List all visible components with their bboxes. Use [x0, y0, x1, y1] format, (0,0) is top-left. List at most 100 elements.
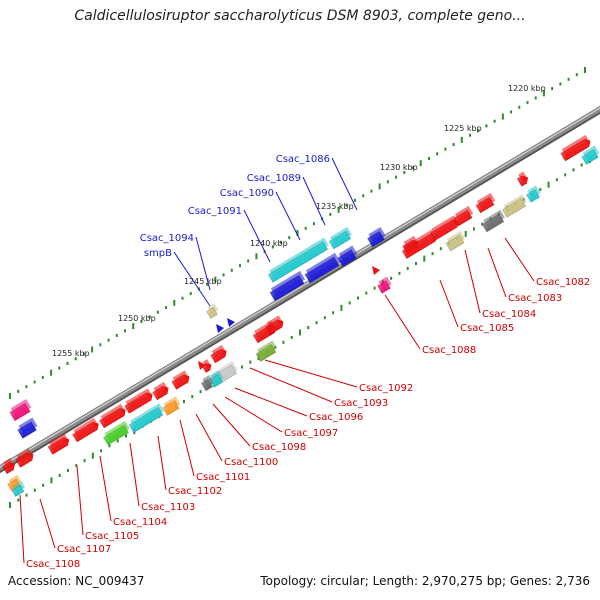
gene-label-csac-1092[interactable]: Csac_1092: [359, 383, 413, 394]
ruler-tick: [551, 87, 554, 91]
ruler-tick: [282, 340, 285, 344]
gene-lower-9[interactable]: [254, 340, 278, 362]
gene-upper-4[interactable]: [366, 226, 387, 248]
leader-csac-1100: [195, 413, 223, 462]
ruler-tick: [444, 147, 447, 151]
ruler-tick: [362, 194, 365, 198]
ruler-tick: [406, 266, 409, 270]
gene-lower-2[interactable]: [501, 194, 529, 218]
gene-upper-8[interactable]: [303, 252, 341, 284]
gene-label-csac-1091[interactable]: Csac_1091: [188, 206, 242, 217]
leader-csac-1107: [39, 498, 56, 549]
gene-upper-21[interactable]: [14, 448, 36, 468]
ruler-tick: [181, 296, 184, 300]
gene-lower-11[interactable]: [208, 370, 225, 388]
gene-label-csac-1082[interactable]: Csac_1082: [536, 277, 590, 288]
gene-lower-19[interactable]: [10, 481, 26, 497]
ruler-tick: [373, 286, 376, 290]
gene-label-csac-1089[interactable]: Csac_1089: [247, 173, 301, 184]
ruler-tick: [547, 181, 550, 188]
gene-label-csac-1096[interactable]: Csac_1096: [309, 412, 363, 423]
gene-upper-9[interactable]: [268, 270, 306, 302]
ruler-tick: [124, 329, 126, 333]
ruler-tick: [25, 493, 28, 497]
ruler-tick: [67, 469, 69, 472]
gene-label-csac-1108[interactable]: Csac_1108: [26, 559, 80, 570]
gene-label-csac-1103[interactable]: Csac_1103: [141, 502, 195, 513]
ruler-tick: [66, 361, 69, 365]
gene-lower-4[interactable]: [474, 192, 496, 214]
gene-lower-13[interactable]: [161, 396, 182, 416]
gene-upper-7[interactable]: [336, 245, 359, 267]
ruler-tick: [115, 333, 118, 337]
gene-label-csac-1083[interactable]: Csac_1083: [508, 293, 562, 304]
ruler-tick: [191, 395, 194, 399]
gene-label-csac-1104[interactable]: Csac_1104: [113, 517, 167, 528]
gene-upper-6[interactable]: [267, 237, 331, 283]
gene-lower-17[interactable]: [16, 417, 39, 439]
gene-upper-22[interactable]: [1, 457, 17, 475]
gene-label-csac-1107[interactable]: Csac_1107: [57, 544, 111, 555]
gene-lower-7[interactable]: [401, 229, 439, 259]
gene-marker-0[interactable]: [216, 324, 224, 333]
gene-marker-1[interactable]: [227, 318, 235, 327]
gene-lower-3[interactable]: [481, 209, 507, 233]
gene-label-csac-1088[interactable]: Csac_1088: [422, 345, 476, 356]
gene-upper-5[interactable]: [328, 226, 354, 250]
gene-label-csac-1098[interactable]: Csac_1098: [252, 442, 306, 453]
gene-label-csac-1086[interactable]: Csac_1086: [276, 154, 330, 165]
ruler-tick: [9, 393, 11, 399]
gene-label-csac-1100[interactable]: Csac_1100: [224, 457, 278, 468]
gene-label-csac-1101[interactable]: Csac_1101: [196, 472, 250, 483]
ruler-tick: [75, 464, 78, 468]
leader-csac-1097: [224, 396, 283, 433]
gene-upper-17[interactable]: [123, 388, 155, 414]
gene-label-csac-1085[interactable]: Csac_1085: [460, 323, 514, 334]
gene-label-csac-1090[interactable]: Csac_1090: [220, 188, 274, 199]
gene-upper-18[interactable]: [98, 403, 128, 429]
gene-lower-12[interactable]: [200, 374, 216, 392]
ruler-tick: [357, 296, 359, 300]
leader-csac-1085: [439, 279, 459, 328]
gene-label-csac-1093[interactable]: Csac_1093: [334, 398, 388, 409]
gene-upper-15[interactable]: [170, 370, 192, 390]
gene-label-csac-1102[interactable]: Csac_1102: [168, 486, 222, 497]
gene-label-csac-1097[interactable]: Csac_1097: [284, 428, 338, 439]
gene-lower-5[interactable]: [452, 205, 474, 227]
ruler-label-1255-kbp: 1255 kbp: [52, 349, 90, 358]
ruler-tick: [411, 166, 414, 170]
gene-lower-8[interactable]: [376, 276, 393, 294]
gene-lower-16[interactable]: [8, 398, 33, 422]
gene-marker-2[interactable]: [372, 266, 380, 275]
gene-upper-10[interactable]: [205, 303, 220, 319]
gene-upper-20[interactable]: [46, 433, 71, 455]
ruler-label-1235-kbp: 1235 kbp: [316, 202, 354, 211]
gene-upper-19[interactable]: [71, 417, 101, 443]
ruler-tick: [460, 136, 463, 143]
gene-upper-1[interactable]: [516, 171, 531, 187]
gene-upper-0[interactable]: [559, 134, 593, 162]
ruler-tick: [58, 366, 61, 370]
ruler-tick: [107, 338, 110, 342]
gene-lower-15[interactable]: [102, 420, 131, 446]
ruler-tick: [337, 206, 340, 213]
gene-marker-3[interactable]: [198, 361, 206, 370]
ruler-tick: [206, 282, 209, 286]
gene-lower-18[interactable]: [6, 474, 23, 492]
gene-upper-12[interactable]: [264, 315, 286, 335]
gene-lower-6[interactable]: [444, 230, 466, 252]
ruler-tick: [510, 110, 513, 114]
ruler-tick: [199, 390, 202, 394]
gene-label-smpb[interactable]: smpB: [144, 248, 172, 259]
gene-label-csac-1084[interactable]: Csac_1084: [482, 309, 536, 320]
gene-lower-14[interactable]: [128, 403, 166, 433]
gene-lower-0[interactable]: [580, 145, 600, 165]
gene-upper-16[interactable]: [151, 381, 171, 401]
gene-label-csac-1105[interactable]: Csac_1105: [85, 531, 139, 542]
ruler-tick: [439, 247, 442, 251]
ruler-tick: [25, 385, 28, 389]
gene-upper-13[interactable]: [209, 344, 229, 364]
gene-label-csac-1094[interactable]: Csac_1094: [140, 233, 194, 244]
gene-lower-1[interactable]: [525, 185, 542, 203]
ruler-tick: [304, 226, 307, 230]
